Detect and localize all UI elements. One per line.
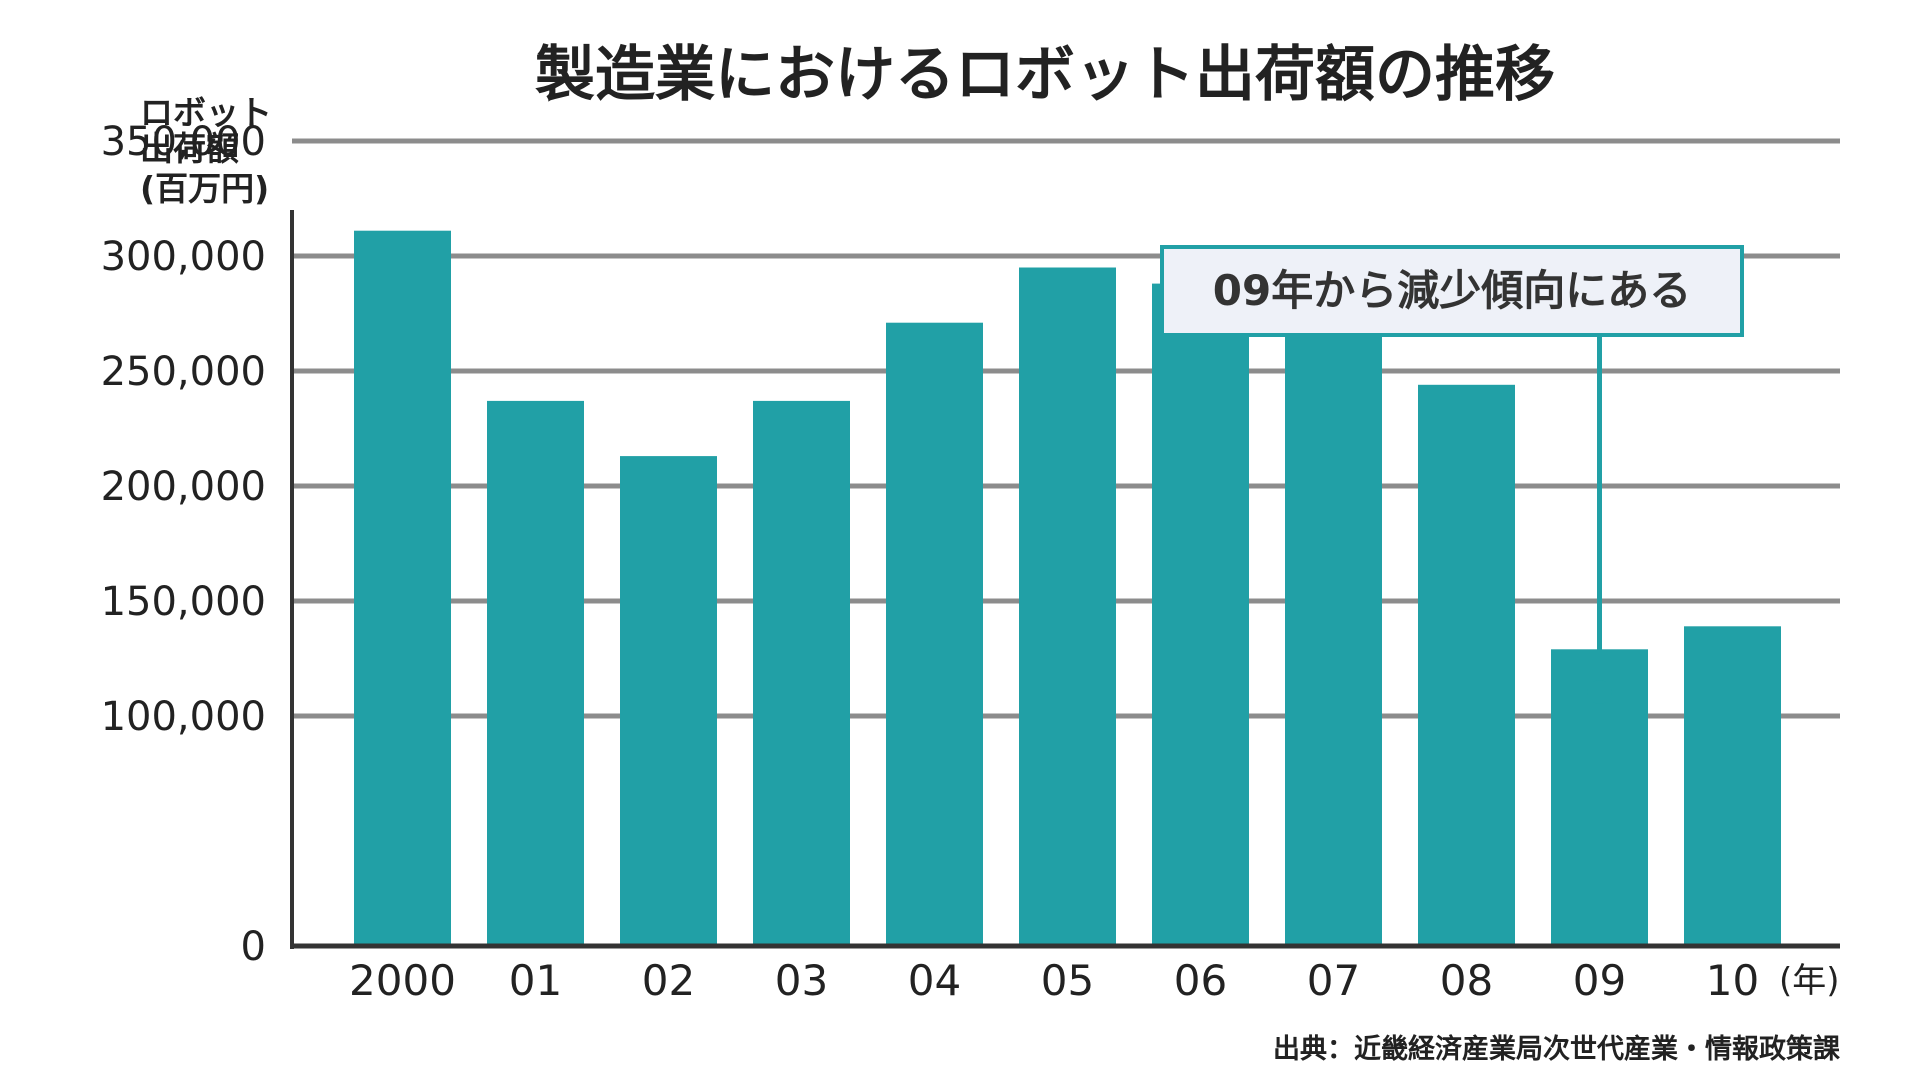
bar-03 (753, 400, 850, 946)
bar-06 (1152, 283, 1249, 947)
y-axis-label-line-3: (百万円) (140, 169, 269, 208)
callout-text: 09年から減少傾向にある (1213, 266, 1691, 315)
x-tick-label-03: 03 (775, 956, 828, 1005)
bar-08 (1418, 384, 1515, 946)
y-tick-label-150000: 150,000 (101, 579, 266, 625)
y-axis-label-line-2: 出荷額 (140, 129, 239, 168)
x-tick-label-01: 01 (509, 956, 562, 1005)
y-tick-label-200000: 200,000 (101, 464, 266, 510)
x-tick-label-2000: 2000 (349, 956, 456, 1005)
callout-box (1160, 245, 1744, 337)
bar-10 (1684, 626, 1781, 946)
x-axis-unit-label: (年) (1779, 961, 1840, 1001)
x-tick-labels: 2000 01 02 03 04 05 06 07 08 09 10 (349, 956, 1759, 1005)
y-tick-label-100000: 100,000 (101, 694, 266, 740)
bar-2000 (354, 230, 451, 946)
y-axis-label-line-1: ロボット (140, 93, 272, 132)
x-tick-label-08: 08 (1440, 956, 1493, 1005)
x-tick-label-10: 10 (1706, 956, 1759, 1005)
x-tick-label-06: 06 (1174, 956, 1227, 1005)
source-note: 出典：近畿経済産業局次世代産業・情報政策課 (1273, 1033, 1841, 1065)
y-tick-label-0: 0 (241, 924, 266, 970)
x-tick-label-04: 04 (908, 956, 961, 1005)
bar-05 (1019, 267, 1116, 946)
x-tick-label-07: 07 (1307, 956, 1360, 1005)
y-tick-label-300000: 300,000 (101, 234, 266, 280)
x-tick-label-02: 02 (642, 956, 695, 1005)
bar-07 (1285, 311, 1382, 946)
bar-02 (620, 456, 717, 946)
y-tick-label-250000: 250,000 (101, 349, 266, 395)
y-tick-label-350000: 350,000 (101, 119, 266, 165)
axes (290, 210, 1840, 949)
annotation-callout: 09年から減少傾向にある (1160, 245, 1744, 704)
x-tick-label-05: 05 (1041, 956, 1094, 1005)
callout-marker-dot (1587, 680, 1612, 704)
x-tick-label-09: 09 (1573, 956, 1626, 1005)
bars (354, 230, 1781, 947)
y-tick-labels: 0 100,000 150,000 200,000 250,000 300,000 350,… (101, 119, 266, 970)
bar-04 (886, 322, 983, 946)
chart-title: 製造業におけるロボット出荷額の推移 (535, 40, 1555, 110)
bar-01 (487, 400, 584, 946)
